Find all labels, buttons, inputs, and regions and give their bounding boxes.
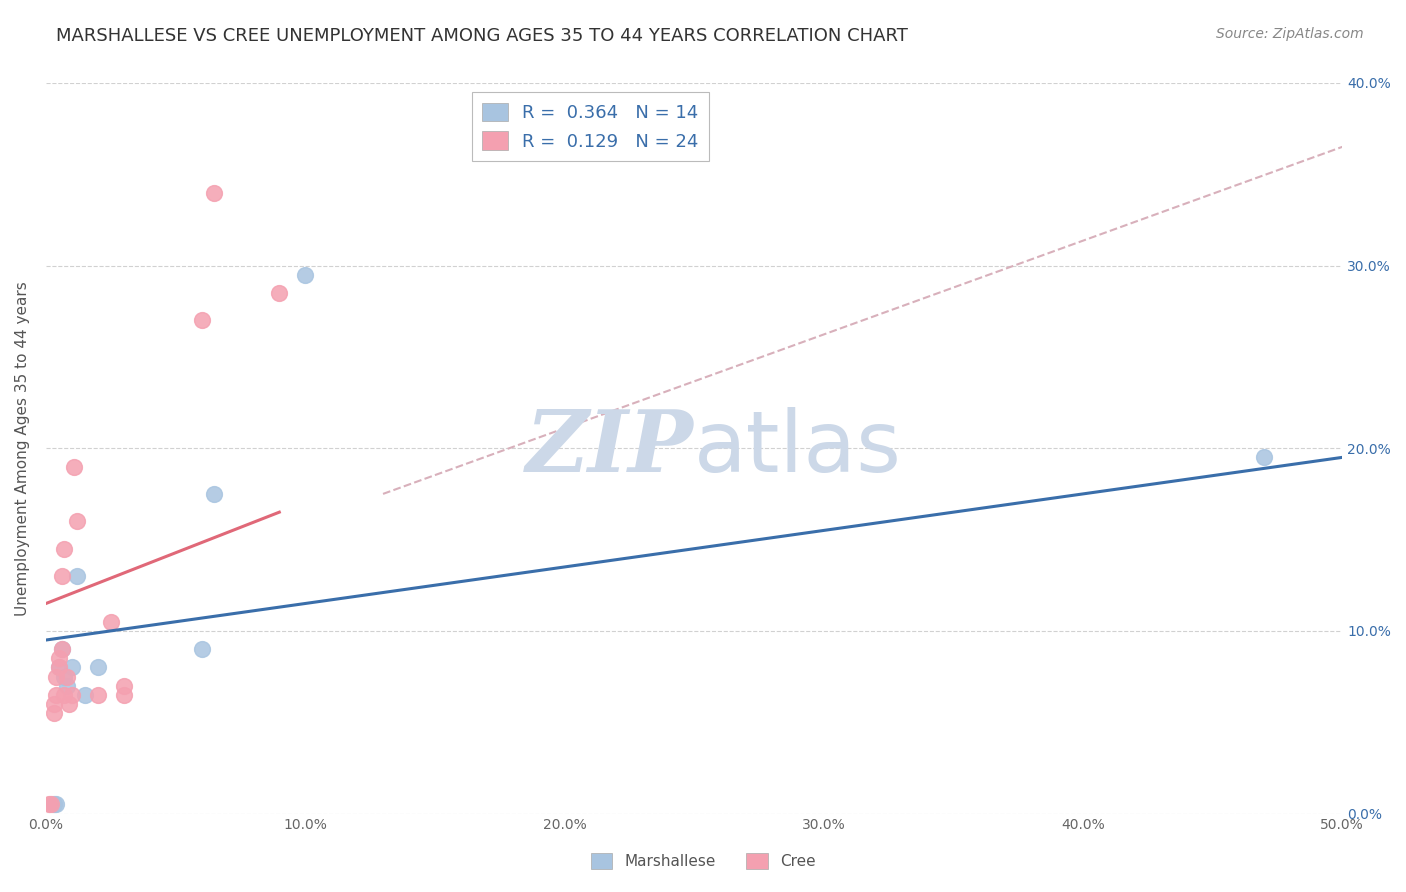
Point (51, 569, 73, 583)
Point (45, 797, 67, 812)
Point (87, 688, 110, 702)
Point (42, 797, 65, 812)
Point (45, 669, 67, 683)
Point (48, 651, 70, 665)
Point (73, 688, 96, 702)
Point (53, 541, 76, 556)
Point (51, 642, 73, 657)
Point (60, 660, 83, 674)
Point (63, 459, 86, 474)
Y-axis label: Unemployment Among Ages 35 to 44 years: Unemployment Among Ages 35 to 44 years (15, 281, 30, 615)
Point (48, 660, 70, 674)
Point (58, 697, 80, 711)
Point (53, 688, 76, 702)
Point (60, 688, 83, 702)
Point (45, 688, 67, 702)
Point (294, 268, 316, 282)
Text: atlas: atlas (695, 407, 903, 490)
Point (204, 487, 226, 501)
Point (53, 669, 76, 683)
Point (38, 797, 60, 812)
Point (190, 313, 212, 327)
Point (48, 660, 70, 674)
Point (55, 679, 77, 693)
Point (55, 669, 77, 683)
Point (204, 186, 226, 200)
Text: ZIP: ZIP (526, 407, 695, 490)
Text: MARSHALLESE VS CREE UNEMPLOYMENT AMONG AGES 35 TO 44 YEARS CORRELATION CHART: MARSHALLESE VS CREE UNEMPLOYMENT AMONG A… (56, 27, 908, 45)
Legend: R =  0.364   N = 14, R =  0.129   N = 24: R = 0.364 N = 14, R = 0.129 N = 24 (471, 92, 709, 161)
Point (42, 697, 65, 711)
Point (100, 615, 122, 629)
Point (87, 660, 110, 674)
Point (190, 642, 212, 657)
Legend: Marshallese, Cree: Marshallese, Cree (585, 847, 821, 875)
Point (39, 797, 62, 812)
Point (1253, 450, 1275, 465)
Point (42, 706, 65, 720)
Point (269, 285, 291, 300)
Point (66, 569, 89, 583)
Point (112, 688, 135, 702)
Text: Source: ZipAtlas.com: Source: ZipAtlas.com (1216, 27, 1364, 41)
Point (112, 679, 135, 693)
Point (66, 514, 89, 528)
Point (51, 642, 73, 657)
